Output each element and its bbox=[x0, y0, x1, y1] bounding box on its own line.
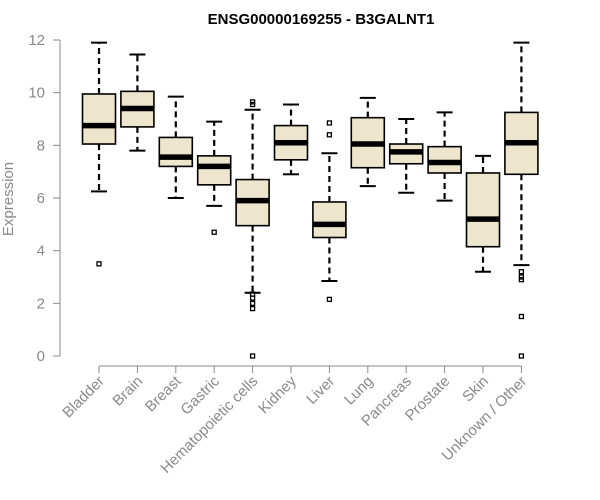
outlier-point bbox=[249, 295, 256, 301]
plot-area bbox=[81, 41, 539, 359]
y-tick-label: 0 bbox=[37, 348, 45, 365]
y-axis-title: Expression bbox=[0, 162, 17, 236]
x-tick-label: Lung bbox=[341, 373, 377, 409]
outlier-point bbox=[518, 276, 525, 283]
box-group bbox=[273, 103, 309, 176]
chart-title: ENSG00000169255 - B3GALNT1 bbox=[208, 11, 435, 28]
outlier-point bbox=[211, 229, 217, 235]
y-tick-label: 10 bbox=[28, 85, 45, 102]
outlier-point bbox=[249, 305, 256, 312]
box bbox=[465, 172, 501, 248]
x-tick-label: Liver bbox=[303, 373, 338, 408]
outlier-point bbox=[518, 269, 525, 275]
y-tick-label: 6 bbox=[37, 190, 45, 207]
outlier-point bbox=[249, 353, 256, 359]
y-tick-label: 8 bbox=[37, 137, 45, 154]
x-tick-label: Skin bbox=[459, 373, 492, 406]
box-group bbox=[465, 154, 501, 273]
outlier-point bbox=[518, 353, 525, 359]
x-tick-label: Brain bbox=[109, 373, 146, 410]
box bbox=[196, 155, 232, 186]
box bbox=[312, 201, 347, 239]
box-group bbox=[427, 111, 462, 202]
box bbox=[81, 93, 117, 145]
x-tick-label: Bladder bbox=[59, 373, 108, 422]
outlier-point bbox=[249, 99, 256, 105]
outlier-point bbox=[96, 261, 102, 267]
box-group bbox=[350, 96, 386, 188]
box-group bbox=[196, 120, 232, 235]
outlier-point bbox=[249, 300, 256, 306]
outlier-point bbox=[326, 120, 333, 126]
box-group bbox=[158, 95, 194, 199]
box-group bbox=[504, 41, 539, 359]
y-tick-label: 12 bbox=[28, 32, 45, 49]
box-group bbox=[235, 99, 270, 359]
box-group bbox=[120, 53, 155, 152]
y-axis: 0 2 4 6 8 10 12 bbox=[28, 32, 61, 365]
x-tick-label: Kidney bbox=[255, 372, 300, 417]
outlier-point bbox=[518, 313, 525, 320]
box bbox=[158, 136, 194, 168]
box-group bbox=[81, 41, 117, 267]
box-group bbox=[388, 118, 424, 194]
outlier-point bbox=[326, 296, 333, 303]
y-tick-label: 2 bbox=[37, 295, 45, 312]
box-group bbox=[312, 120, 347, 303]
outlier-point bbox=[326, 132, 333, 138]
y-tick-label: 4 bbox=[37, 243, 45, 260]
